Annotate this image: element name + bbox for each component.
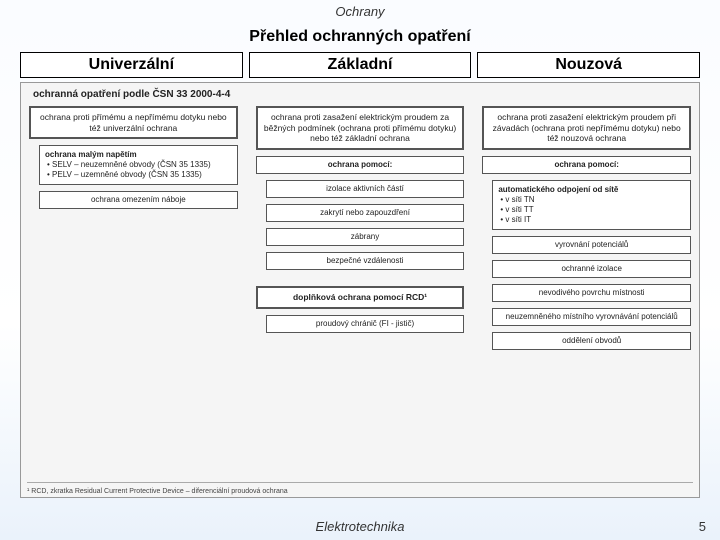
col2-sub-text: ochrana pomocí:: [328, 160, 392, 169]
col3-auto-item0: • v síti TN: [500, 195, 685, 205]
col2-sub: ochrana pomocí:: [256, 156, 465, 174]
slide-subtitle: Přehled ochranných opatření: [0, 28, 720, 46]
diagram-header: ochranná opatření podle ČSN 33 2000-4-4: [29, 89, 691, 100]
col3-sub: ochrana pomocí:: [482, 156, 691, 174]
col3-item3: neuzemněného místního vyrovnávání potenc…: [492, 308, 691, 326]
category-universal: Univerzální: [20, 52, 243, 78]
col3-item0: vyrovnání potenciálů: [492, 236, 691, 254]
col1-b1-title: ochrana malým napětím: [45, 150, 232, 160]
col3-auto-item1: • v síti TT: [500, 205, 685, 215]
category-row: Univerzální Základní Nouzová: [20, 52, 700, 78]
col2-head: ochrana proti zasažení elektrickým proud…: [256, 106, 465, 150]
col2-extra-sub: proudový chránič (FI - jistič): [266, 315, 465, 333]
col3-item2: nevodivého povrchu místnosti: [492, 284, 691, 302]
col1-b2: ochrana omezením náboje: [39, 191, 238, 209]
col3-item4: oddělení obvodů: [492, 332, 691, 350]
col2-item0: izolace aktivních částí: [266, 180, 465, 198]
col-basic: ochrana proti zasažení elektrickým proud…: [256, 106, 465, 480]
category-emergency: Nouzová: [477, 52, 700, 78]
col3-auto-item2: • v síti IT: [500, 215, 685, 225]
col3-head: ochrana proti zasažení elektrickým proud…: [482, 106, 691, 150]
col3-auto: automatického odpojení od sítě • v síti …: [492, 180, 691, 230]
col3-sub-text: ochrana pomocí:: [554, 160, 618, 169]
col2-item2: zábrany: [266, 228, 465, 246]
diagram-panel: ochranná opatření podle ČSN 33 2000-4-4 …: [20, 82, 700, 498]
col1-b1-item0: • SELV – neuzemněné obvody (ČSN 35 1335): [47, 160, 232, 170]
category-basic: Základní: [249, 52, 472, 78]
diagram-footnote: ¹ RCD, zkratka Residual Current Protecti…: [27, 488, 288, 495]
col2-extra-title: doplňková ochrana pomocí RCD¹: [264, 292, 457, 303]
col2-item1: zakrytí nebo zapouzdření: [266, 204, 465, 222]
footnote-rule: [27, 482, 693, 483]
slide-footer: Elektrotechnika: [0, 519, 720, 534]
col1-head: ochrana proti přímému a nepřímému dotyku…: [29, 106, 238, 139]
col3-auto-title: automatického odpojení od sítě: [498, 185, 685, 195]
col-universal: ochrana proti přímému a nepřímému dotyku…: [29, 106, 238, 480]
col2-item3: bezpečné vzdálenosti: [266, 252, 465, 270]
page-number: 5: [699, 519, 706, 534]
slide-top-title: Ochrany: [0, 4, 720, 19]
col1-box-selv-pelv: ochrana malým napětím • SELV – neuzemněn…: [39, 145, 238, 185]
col1-b1-item1: • PELV – uzemněné obvody (ČSN 35 1335): [47, 170, 232, 180]
col2-extra: doplňková ochrana pomocí RCD¹: [256, 286, 465, 309]
col3-item1: ochranné izolace: [492, 260, 691, 278]
col-emergency: ochrana proti zasažení elektrickým proud…: [482, 106, 691, 480]
